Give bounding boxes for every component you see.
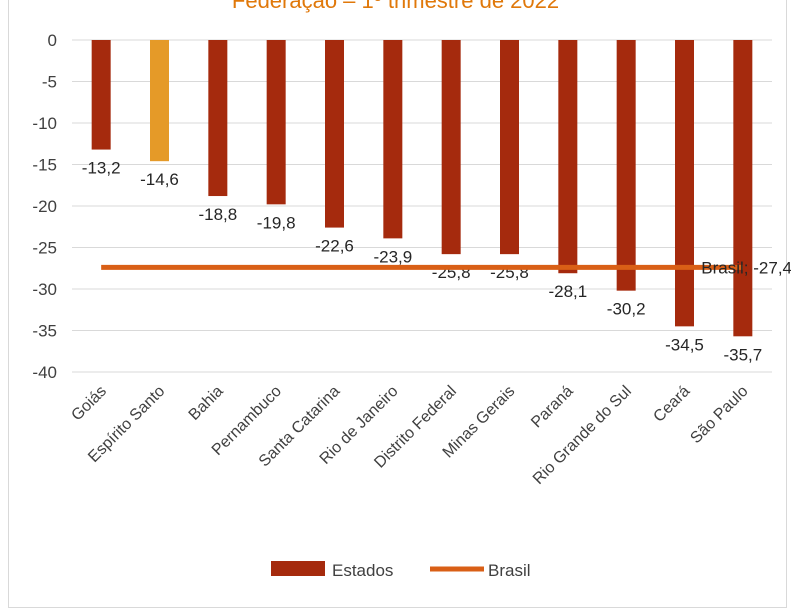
data-label: -18,8 [198, 205, 237, 224]
y-tick-label: -35 [32, 322, 57, 341]
data-label: -30,2 [607, 300, 646, 319]
bar-11 [675, 40, 694, 327]
data-label: -28,1 [548, 282, 587, 301]
y-tick-label: 0 [48, 31, 57, 50]
bar-12 [733, 40, 753, 337]
y-tick-label: -20 [32, 197, 57, 216]
category-label: Paraná [528, 383, 577, 432]
data-label: -35,7 [723, 345, 762, 364]
bar-7 [441, 40, 461, 255]
bar-3 [208, 40, 228, 197]
bar-6 [383, 40, 403, 239]
data-label: -13,2 [82, 159, 121, 178]
data-label: -23,9 [373, 247, 412, 266]
bar-4 [266, 40, 286, 205]
category-label: São Paulo [687, 383, 751, 447]
y-tick-label: -5 [42, 73, 57, 92]
brasil-line-label: Brasil; -27,4 [701, 258, 791, 277]
bar-1 [91, 40, 111, 150]
bar-2 [150, 40, 169, 162]
bar-9 [558, 40, 578, 274]
bar-10 [616, 40, 636, 291]
category-label: Bahia [186, 383, 227, 424]
category-label: Ceará [650, 383, 693, 426]
legend-label-brasil: Brasil [488, 561, 531, 580]
y-tick-label: -30 [32, 280, 57, 299]
y-tick-label: -10 [32, 114, 57, 133]
chart-title: Federação – 1º trimestre de 2022 [231, 0, 560, 13]
data-label: -34,5 [665, 335, 704, 354]
data-label: -22,6 [315, 237, 354, 256]
legend-swatch-estados [271, 561, 325, 576]
data-label: -19,8 [257, 213, 296, 232]
y-tick-label: -15 [32, 156, 57, 175]
y-tick-label: -25 [32, 239, 57, 258]
y-tick-label: -40 [32, 363, 57, 382]
category-label: Rio Grande do Sul [530, 383, 635, 488]
category-label: Goiás [68, 383, 110, 425]
bar-5 [325, 40, 344, 228]
data-label: -14,6 [140, 170, 179, 189]
legend-label-estados: Estados [332, 561, 393, 580]
bar-8 [500, 40, 519, 255]
